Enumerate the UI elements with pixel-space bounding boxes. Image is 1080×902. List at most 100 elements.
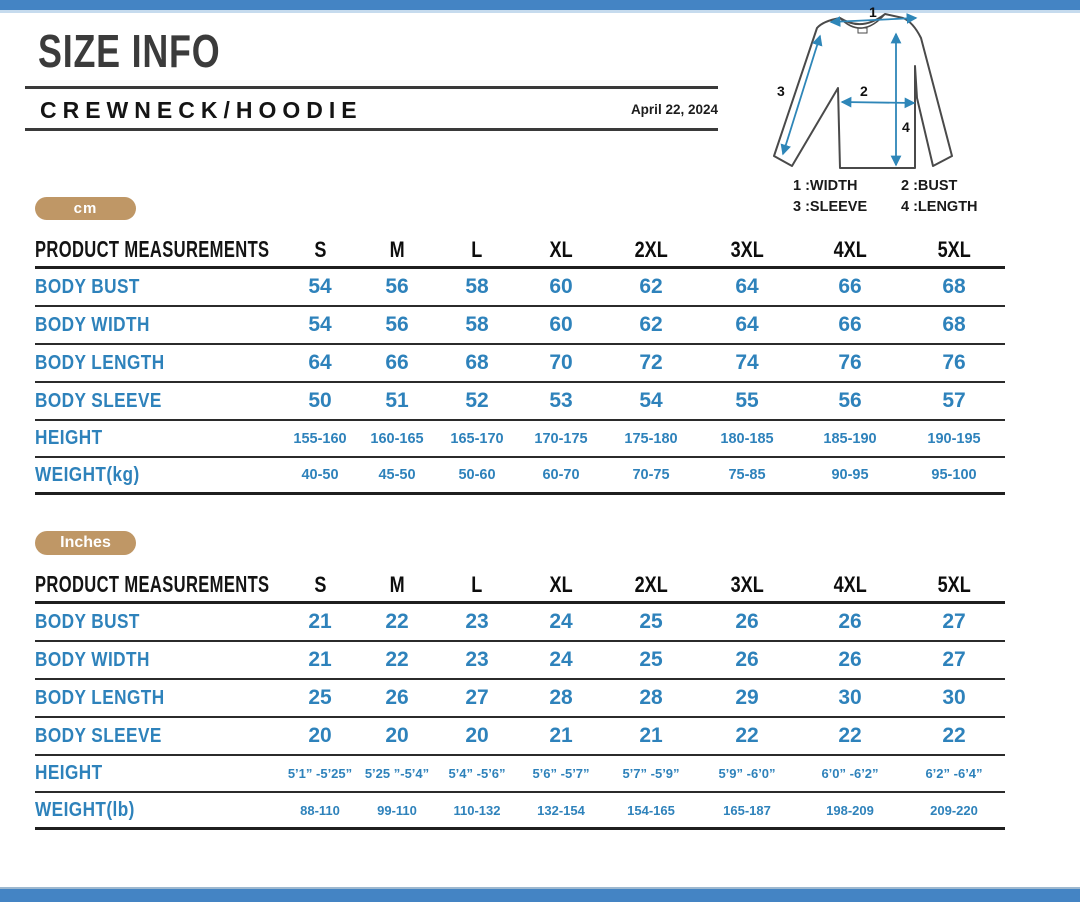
arrow-label-4: 4 [902, 119, 910, 135]
measurement-value: 50-60 [458, 467, 496, 483]
row-label: BODY SLEEVE [35, 724, 162, 747]
top-accent-bar [0, 0, 1080, 13]
size-column-header: M [389, 571, 405, 597]
measurement-value: 58 [465, 313, 489, 336]
measurement-value: 180-185 [720, 430, 774, 447]
legend-item: 3 :SLEEVE [793, 199, 868, 215]
table-row: HEIGHT 5’1” -5’25” 5’25 ”-5’4” 5’4” -5’6” 5’… [35, 756, 1005, 793]
measurement-value: 30 [838, 686, 862, 709]
row-label: WEIGHT(lb) [35, 798, 135, 821]
measurement-value: 21 [308, 610, 332, 633]
measurement-value: 30 [942, 686, 966, 709]
size-column-header: 4XL [833, 236, 867, 262]
size-column-header: 3XL [730, 571, 764, 597]
measurement-value: 5’1” -5’25” [287, 766, 353, 781]
table-row: BODY LENGTH 25 26 27 28 28 29 30 30 [35, 680, 1005, 718]
measurement-value: 75-85 [728, 467, 766, 483]
size-column-header: 4XL [833, 571, 867, 597]
divider [25, 86, 718, 89]
measurement-value: 40-50 [301, 467, 339, 483]
measurement-value: 209-220 [930, 802, 978, 818]
product-subtitle: CREWNECK/HOODIE [40, 97, 363, 123]
size-column-header: 2XL [634, 571, 668, 597]
measurement-value: 74 [735, 351, 759, 374]
measurement-value: 26 [385, 686, 409, 709]
measurement-value: 5’6” -5’7” [532, 766, 590, 781]
row-label: HEIGHT [35, 427, 103, 449]
measurement-value: 132-154 [537, 802, 585, 818]
unit-badge-cm: cm [35, 197, 136, 220]
size-column-header: L [471, 571, 483, 597]
measurement-value: 26 [735, 648, 759, 671]
measurement-value: 68 [942, 275, 966, 298]
measurement-value: 29 [735, 686, 759, 709]
size-column-header: S [313, 236, 327, 262]
measurement-value: 27 [942, 610, 966, 633]
measurement-value: 6’2” -6’4” [925, 766, 983, 781]
measurement-value: 25 [308, 686, 332, 709]
measurement-value: 24 [549, 610, 573, 633]
table-row: BODY BUST 21 22 23 24 25 26 26 27 [35, 604, 1005, 642]
size-column-header: 5XL [937, 236, 971, 262]
measurement-value: 45-50 [378, 467, 416, 483]
measurement-value: 155-160 [293, 430, 347, 447]
row-label: BODY WIDTH [35, 648, 150, 671]
table-header-row: PRODUCT MEASUREMENTS S M L XL 2XL 3XL 4XL 5XL [35, 233, 1005, 269]
measurement-value: 70 [549, 351, 573, 374]
measurement-value: 110-132 [453, 802, 501, 818]
row-label: BODY LENGTH [35, 351, 165, 374]
measurements-header: PRODUCT MEASUREMENTS [35, 571, 270, 597]
table-row: WEIGHT(lb) 88-110 99-110 110-132 132-154 154-… [35, 793, 1005, 830]
measurement-value: 22 [942, 724, 966, 747]
measurement-value: 22 [385, 648, 409, 671]
measurement-value: 23 [465, 648, 489, 671]
measurement-value: 21 [639, 724, 663, 747]
table-row: BODY WIDTH 54 56 58 60 62 64 66 68 [35, 307, 1005, 345]
table-row: BODY WIDTH 21 22 23 24 25 26 26 27 [35, 642, 1005, 680]
row-label: BODY WIDTH [35, 313, 150, 336]
date-label: April 22, 2024 [630, 102, 718, 117]
measurement-value: 190-195 [927, 430, 981, 447]
row-label: BODY BUST [35, 275, 140, 298]
measurement-value: 20 [465, 724, 489, 747]
measurement-value: 22 [385, 610, 409, 633]
arrow-label-1: 1 [869, 6, 877, 20]
measurement-value: 28 [549, 686, 573, 709]
row-label: BODY BUST [35, 610, 140, 633]
arrow-label-2: 2 [860, 83, 868, 99]
measurement-value: 68 [942, 313, 966, 336]
measurement-value: 60-70 [542, 467, 580, 483]
measurement-value: 60 [549, 275, 573, 298]
measurement-value: 24 [549, 648, 573, 671]
measurement-value: 54 [308, 275, 332, 298]
measurement-value: 64 [735, 313, 759, 336]
measurement-value: 160-165 [370, 430, 424, 447]
table-row: BODY LENGTH 64 66 68 70 72 74 76 76 [35, 345, 1005, 383]
measurement-value: 154-165 [627, 802, 675, 818]
size-column-header: S [313, 571, 327, 597]
measurement-value: 62 [639, 313, 663, 336]
measurement-value: 27 [942, 648, 966, 671]
size-column-header: 5XL [937, 571, 971, 597]
measurement-value: 66 [385, 351, 409, 374]
measurement-value: 6’0” -6’2” [821, 766, 879, 781]
measurement-value: 66 [838, 275, 862, 298]
measurement-value: 5’9” -6’0” [718, 766, 776, 781]
size-column-header: XL [549, 571, 573, 597]
measurement-value: 53 [549, 389, 573, 412]
measurement-value: 20 [385, 724, 409, 747]
measurement-value: 76 [942, 351, 966, 374]
row-label: WEIGHT(kg) [35, 463, 140, 486]
diagram-legend: 1 :WIDTH 2 :BUST 3 :SLEEVE 4 :LENGTH [793, 178, 1011, 215]
measurement-value: 25 [639, 648, 663, 671]
measurement-value: 5’4” -5’6” [448, 766, 506, 781]
measurement-value: 23 [465, 610, 489, 633]
measurement-value: 28 [639, 686, 663, 709]
measurement-value: 62 [639, 275, 663, 298]
measurement-value: 66 [838, 313, 862, 336]
measurement-value: 99-110 [377, 802, 417, 818]
bottom-accent-bar [0, 887, 1080, 902]
measurement-value: 5’25 ”-5’4” [364, 766, 430, 781]
measurement-value: 21 [549, 724, 573, 747]
size-column-header: L [471, 236, 483, 262]
